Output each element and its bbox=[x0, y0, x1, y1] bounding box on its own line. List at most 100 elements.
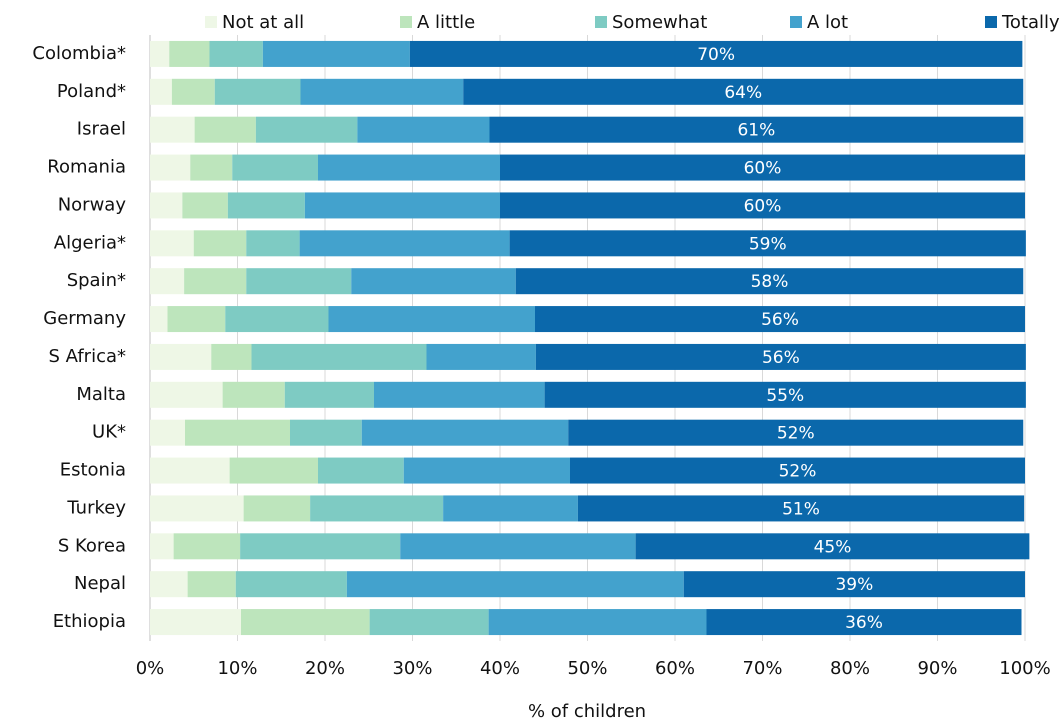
y-tick-label: Malta bbox=[76, 384, 126, 405]
bar-segment bbox=[194, 116, 256, 143]
data-label: 64% bbox=[724, 83, 762, 103]
bar-segment bbox=[500, 154, 1025, 181]
bar-segment bbox=[361, 419, 569, 446]
y-tick-label: UK* bbox=[92, 422, 126, 443]
bar-segment bbox=[300, 78, 464, 105]
bar-segment bbox=[150, 571, 188, 598]
x-tick-label: 20% bbox=[305, 658, 345, 679]
y-tick-label: Turkey bbox=[66, 497, 126, 518]
y-tick-label: Israel bbox=[77, 119, 126, 140]
data-label: 58% bbox=[751, 272, 789, 292]
bar-segment bbox=[488, 609, 707, 636]
data-label: 55% bbox=[766, 386, 804, 406]
y-tick-label: S Africa* bbox=[49, 346, 126, 367]
bar-segment bbox=[403, 457, 570, 484]
y-tick-label: Nepal bbox=[74, 573, 126, 594]
legend-swatch bbox=[790, 16, 802, 28]
bar-segment bbox=[225, 306, 329, 333]
data-label: 36% bbox=[845, 613, 883, 633]
data-label: 60% bbox=[744, 159, 782, 179]
bar-segment bbox=[241, 609, 370, 636]
bar-segment bbox=[262, 40, 410, 67]
bar-segment bbox=[167, 306, 226, 333]
bar-segment bbox=[185, 419, 290, 446]
bar-segment bbox=[443, 495, 578, 522]
bar-segment bbox=[374, 381, 545, 408]
bar-segment bbox=[246, 230, 300, 257]
y-tick-label: Germany bbox=[43, 308, 126, 329]
bar-segment bbox=[243, 495, 311, 522]
bar-segment bbox=[426, 343, 536, 370]
bar-segment bbox=[515, 268, 1024, 295]
bar-segment bbox=[304, 192, 500, 219]
bar-segment bbox=[463, 78, 1024, 105]
legend-label: A lot bbox=[807, 12, 848, 33]
bar-segment bbox=[171, 78, 215, 105]
data-label: 60% bbox=[744, 196, 782, 216]
bar-segment bbox=[318, 457, 404, 484]
bar-segment bbox=[251, 343, 427, 370]
data-label: 39% bbox=[835, 575, 873, 595]
bar-segment bbox=[351, 268, 516, 295]
y-tick-label: Spain* bbox=[67, 270, 126, 291]
bar-segment bbox=[150, 268, 185, 295]
bar-segment bbox=[328, 306, 535, 333]
bar-segment bbox=[400, 533, 636, 560]
bar-segment bbox=[150, 306, 168, 333]
y-tick-label: Algeria* bbox=[54, 232, 126, 253]
bar-segment bbox=[357, 116, 490, 143]
bar-segment bbox=[193, 230, 247, 257]
bar-segment bbox=[683, 571, 1025, 598]
legend-swatch bbox=[595, 16, 607, 28]
y-tick-label: Colombia* bbox=[32, 43, 126, 64]
legend-label: Totally bbox=[1001, 12, 1060, 33]
bar-segment bbox=[284, 381, 374, 408]
bar-segment bbox=[211, 343, 252, 370]
bar-segment bbox=[227, 192, 305, 219]
data-label: 52% bbox=[777, 424, 815, 444]
bar-segment bbox=[150, 230, 194, 257]
y-tick-label: Poland* bbox=[57, 81, 126, 102]
bar-segment bbox=[235, 571, 347, 598]
bar-segment bbox=[535, 306, 1025, 333]
bar-segment bbox=[150, 154, 191, 181]
bar-segment bbox=[150, 381, 223, 408]
y-tick-label: Norway bbox=[58, 194, 127, 215]
bar-segment bbox=[209, 40, 263, 67]
data-label: 56% bbox=[761, 310, 799, 330]
bar-segment bbox=[150, 192, 183, 219]
bar-segment bbox=[190, 154, 233, 181]
bar-segment bbox=[570, 457, 1025, 484]
bar-segment bbox=[369, 609, 489, 636]
x-tick-label: 0% bbox=[136, 658, 165, 679]
bar-segment bbox=[500, 192, 1025, 219]
x-tick-label: 60% bbox=[655, 658, 695, 679]
bar-segment bbox=[509, 230, 1026, 257]
x-tick-label: 100% bbox=[999, 658, 1050, 679]
bar-segment bbox=[214, 78, 301, 105]
bar-segment bbox=[290, 419, 362, 446]
bar-segment bbox=[706, 609, 1022, 636]
data-label: 70% bbox=[697, 45, 735, 65]
bar-segment bbox=[150, 533, 174, 560]
bar-segment bbox=[310, 495, 444, 522]
bar-segment bbox=[184, 268, 247, 295]
bar-segment bbox=[489, 116, 1024, 143]
bar-segment bbox=[222, 381, 285, 408]
bar-segment bbox=[255, 116, 358, 143]
bar-segment bbox=[150, 457, 230, 484]
legend-swatch bbox=[205, 16, 217, 28]
legend-swatch bbox=[400, 16, 412, 28]
x-tick-label: 70% bbox=[742, 658, 782, 679]
bar-segment bbox=[246, 268, 352, 295]
bar-segment bbox=[409, 40, 1023, 67]
legend-swatch bbox=[985, 16, 997, 28]
bar-segment bbox=[240, 533, 401, 560]
bar-segment bbox=[535, 343, 1026, 370]
bar-segment bbox=[568, 419, 1024, 446]
x-axis-label: % of children bbox=[528, 701, 646, 722]
bar-segment bbox=[346, 571, 684, 598]
legend-label: A little bbox=[417, 12, 475, 33]
bar-segment bbox=[318, 154, 500, 181]
y-tick-label: S Korea bbox=[58, 535, 126, 556]
